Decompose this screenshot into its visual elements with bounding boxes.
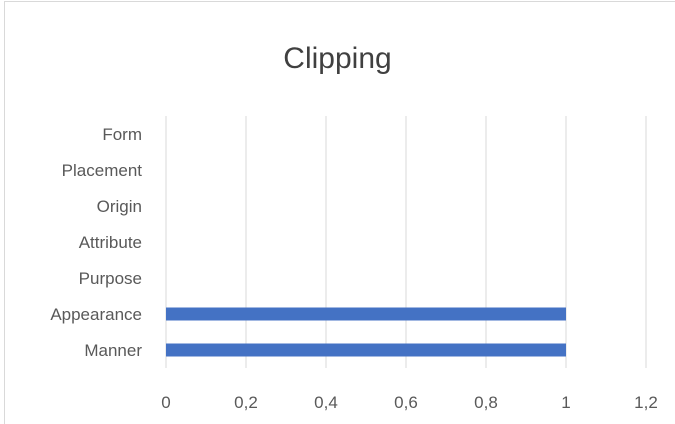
category-label: Origin (97, 197, 142, 216)
x-tick-label: 0,4 (314, 393, 338, 412)
category-label: Purpose (79, 269, 142, 288)
category-label: Appearance (50, 305, 142, 324)
x-tick-label: 0,6 (394, 393, 418, 412)
chart-title: Clipping (283, 42, 392, 75)
category-label: Form (102, 125, 142, 144)
bar (166, 307, 566, 321)
bar (166, 343, 566, 357)
category-label: Manner (84, 341, 142, 360)
category-label: Attribute (79, 233, 142, 252)
category-label: Placement (62, 161, 143, 180)
x-tick-label: 0,2 (234, 393, 258, 412)
x-tick-label: 1,2 (634, 393, 658, 412)
x-tick-label: 1 (561, 393, 570, 412)
x-tick-label: 0 (161, 393, 170, 412)
x-tick-label: 0,8 (474, 393, 498, 412)
